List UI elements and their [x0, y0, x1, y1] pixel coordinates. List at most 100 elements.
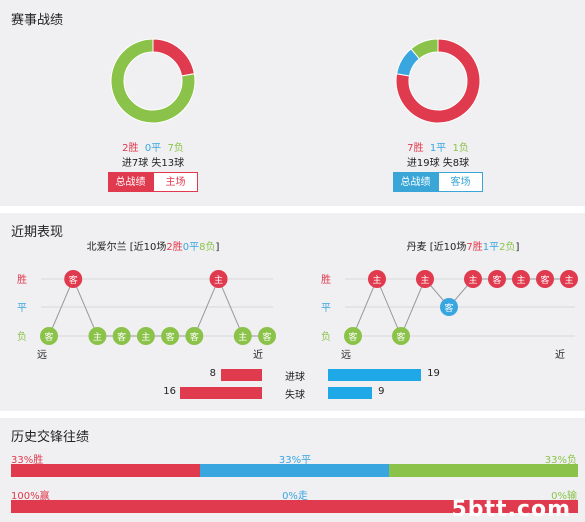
- left-home-button[interactable]: 主场: [153, 172, 198, 192]
- goals-against-label: 失球: [285, 390, 305, 401]
- right-axis-far: 远: [341, 349, 351, 361]
- section-title-record: 赛事战绩: [11, 13, 64, 28]
- left-goals-summary: 进7球 失13球: [121, 158, 185, 169]
- left-form-point: [209, 270, 228, 288]
- recent-form-panel: 近期表现: [0, 213, 585, 411]
- h2h-handicap-bar: [11, 500, 578, 513]
- left-goals-for-value: 8: [209, 368, 216, 379]
- right-form-point: [536, 270, 554, 288]
- right-away-button[interactable]: 客场: [438, 172, 483, 192]
- right-form-venue-label: 主: [372, 274, 381, 286]
- h2h-draw-pct: 33%平: [278, 455, 312, 466]
- h2h-cover-segment: [11, 500, 578, 513]
- h2h-draw-segment: [199, 464, 389, 477]
- left-goals-against-bar: [179, 387, 262, 399]
- left-goals-against-value: 16: [163, 386, 176, 397]
- h2h-lose-pct: 0%输: [551, 491, 577, 502]
- right-form-venue-label: 客: [348, 331, 357, 343]
- left-form-point: [88, 327, 107, 345]
- left-ylabel-draw: 平: [17, 303, 27, 314]
- right-form-point: [464, 270, 482, 288]
- left-team-recent-title: 北爱尔兰 [近10场2胜0平8负]: [86, 242, 220, 253]
- left-donut-win-slice: [152, 38, 195, 77]
- right-form-venue-label: 主: [516, 274, 525, 286]
- h2h-win-pct: 33%胜: [11, 455, 44, 466]
- left-form-point: [185, 327, 204, 345]
- right-donut-chart: [395, 38, 481, 124]
- left-form-venue-label: 主: [238, 331, 247, 343]
- right-ylabel-win: 胜: [321, 274, 331, 286]
- left-form-point: [233, 327, 252, 345]
- left-loss-count: 7负: [167, 143, 184, 154]
- right-wdl-summary: 7胜 1平 1负: [338, 139, 538, 154]
- left-form-venue-label: 主: [214, 274, 223, 286]
- right-draw-count: 1平: [429, 143, 447, 154]
- left-wdl-summary: 2胜 0平 7负: [53, 139, 253, 154]
- left-axis-near: 近: [253, 348, 263, 361]
- right-donut-loss-slice: [410, 38, 439, 60]
- right-team-recent-title: 丹麦 [近10场7胜1平2负]: [406, 242, 520, 253]
- left-total-record-button[interactable]: 总战绩: [108, 172, 153, 192]
- h2h-result-bar: [11, 464, 578, 477]
- goals-for-label: 进球: [285, 372, 305, 383]
- right-form-point: [368, 270, 386, 288]
- left-form-point: [64, 270, 83, 288]
- right-goals-summary: 进19球 失8球: [406, 158, 470, 169]
- left-ylabel-loss: 负: [17, 330, 27, 343]
- right-form-point: [416, 270, 434, 288]
- left-goals-for-bar: [220, 369, 262, 381]
- left-draw-count: 0平: [144, 143, 162, 154]
- right-goals-against-bar: [328, 387, 373, 399]
- left-form-point: [112, 327, 131, 345]
- right-form-venue-label: 客: [444, 302, 453, 314]
- right-goals-for-value: 19: [427, 368, 440, 379]
- left-ylabel-win: 胜: [17, 274, 27, 286]
- right-win-count: 7胜: [407, 143, 424, 154]
- left-form-venue-label: 主: [141, 331, 150, 343]
- right-form-venue-label: 客: [492, 274, 501, 286]
- left-form-line: [48, 277, 267, 337]
- h2h-push-pct: 0%走: [282, 491, 308, 502]
- right-total-record-button[interactable]: 总战绩: [393, 172, 438, 192]
- h2h-cover-pct: 100%赢: [11, 491, 50, 502]
- right-form-venue-label: 主: [420, 274, 429, 286]
- left-form-point: [161, 327, 180, 345]
- section-title-history: 历史交锋往绩: [11, 430, 90, 445]
- left-win-count: 2胜: [122, 143, 139, 154]
- right-form-line: [352, 277, 569, 338]
- right-form-point: [344, 327, 362, 345]
- left-form-point: [136, 327, 155, 345]
- left-form-venue-label: 客: [166, 331, 175, 343]
- right-goals-for-bar: [328, 369, 422, 381]
- left-form-venue-label: 客: [262, 331, 271, 343]
- right-loss-count: 1负: [452, 143, 469, 154]
- h2h-loss-pct: 33%负: [544, 455, 577, 466]
- right-axis-near: 近: [555, 348, 565, 361]
- right-donut-win-slice: [395, 38, 481, 124]
- right-ylabel-draw: 平: [321, 303, 331, 314]
- left-form-venue-label: 客: [69, 274, 78, 286]
- left-form-venue-label: 客: [117, 331, 126, 343]
- left-form-venue-label: 客: [190, 331, 199, 343]
- left-form-venue-label: 主: [93, 331, 102, 343]
- right-form-venue-label: 主: [564, 274, 573, 286]
- left-form-point: [40, 327, 58, 345]
- right-form-point: [512, 270, 530, 288]
- right-form-venue-label: 客: [396, 331, 405, 343]
- right-form-point: [440, 298, 458, 316]
- left-donut-loss-slice: [110, 38, 196, 124]
- left-donut-chart: [110, 38, 196, 124]
- left-form-venue-label: 客: [44, 331, 53, 343]
- right-form-point: [560, 270, 578, 288]
- section-title-recent: 近期表现: [11, 225, 64, 240]
- left-axis-far: 远: [37, 349, 47, 361]
- left-form-point: [258, 327, 276, 345]
- right-form-venue-label: 客: [540, 274, 549, 286]
- match-record-panel: 赛事战绩 2胜 0平 7负 进7球 失13球 7胜 1平 1负 进19球 失8球…: [0, 0, 585, 206]
- watermark-logo: 5btt.com: [451, 497, 571, 522]
- h2h-win-segment: [11, 464, 200, 477]
- right-ylabel-loss: 负: [321, 330, 331, 343]
- recent-form-chart: 胜平负 客客主客主客客主主 客远 近胜平负 客主客主客主客主客主远近: [17, 270, 578, 361]
- right-form-venue-label: 主: [468, 274, 477, 286]
- right-form-point: [488, 270, 506, 288]
